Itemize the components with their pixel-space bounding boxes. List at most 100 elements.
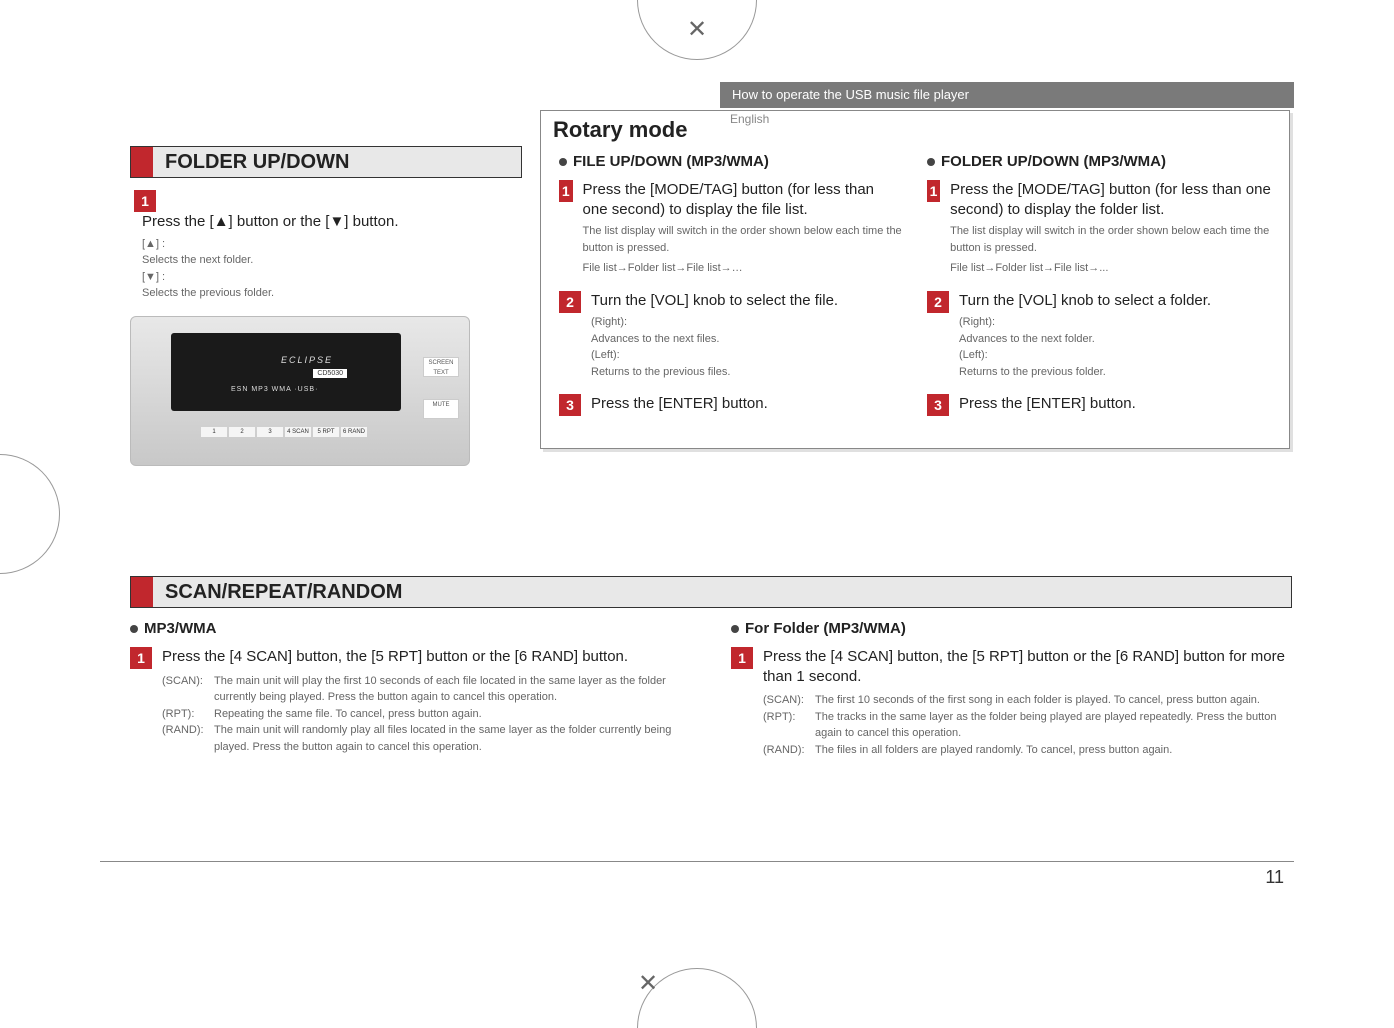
device-button: 3 — [257, 427, 283, 437]
step-detail: File list→Folder list→File list→… — [583, 260, 903, 277]
detail-text: The main unit will randomly play all fil… — [214, 722, 687, 755]
bullet-icon — [731, 625, 739, 633]
detail-line: (Right): — [959, 314, 1211, 331]
section-title-bar: SCAN/REPEAT/RANDOM — [130, 576, 1292, 608]
section-title-bar: FOLDER UP/DOWN — [130, 146, 522, 178]
side-button-screen: SCREEN TEXT — [423, 357, 459, 377]
device-button: 5 RPT — [313, 427, 339, 437]
sub-heading-text: MP3/WMA — [144, 620, 217, 637]
bullet-icon — [130, 625, 138, 633]
red-tab — [131, 577, 153, 607]
device-screen: ECLIPSE CD5030 ESN MP3 WMA ·USB· — [171, 333, 401, 411]
scan-detail-block: (SCAN):The main unit will play the first… — [162, 673, 691, 756]
bullet-icon — [559, 158, 567, 166]
scan-folder-column: For Folder (MP3/WMA) 1 Press the [4 SCAN… — [731, 620, 1292, 772]
rotary-folder-column: FOLDER UP/DOWN (MP3/WMA) 1 Press the [MO… — [927, 153, 1271, 430]
device-button: 4 SCAN — [285, 427, 311, 437]
step-content: Press the [ENTER] button. — [591, 394, 768, 414]
detail-line: Selects the next folder. — [142, 252, 496, 269]
step-content: Press the [MODE/TAG] button (for less th… — [950, 180, 1271, 277]
detail-text: The first 10 seconds of the first song i… — [815, 692, 1288, 709]
detail-text: The tracks in the same layer as the fold… — [815, 709, 1288, 742]
sub-heading: FILE UP/DOWN (MP3/WMA) — [559, 153, 903, 170]
detail-line: [▼] : — [142, 269, 496, 286]
section-title: SCAN/REPEAT/RANDOM — [153, 577, 1291, 607]
detail-label: (RPT): — [763, 709, 815, 726]
detail-line: (Left): — [591, 347, 838, 364]
cross-icon: ✕ — [687, 15, 707, 44]
step-number: 1 — [927, 180, 940, 202]
step-detail: The list display will switch in the orde… — [583, 223, 903, 256]
detail-line: Advances to the next folder. — [959, 331, 1211, 348]
step-detail: (Right): Advances to the next files. (Le… — [591, 314, 838, 380]
footer-divider — [100, 861, 1294, 862]
step-title: Press the [MODE/TAG] button (for less th… — [583, 180, 903, 219]
crop-mark-bottom: ✕ — [637, 968, 757, 1028]
sub-heading-text: FOLDER UP/DOWN (MP3/WMA) — [941, 153, 1166, 170]
bullet-icon — [927, 158, 935, 166]
device-row-text: ESN MP3 WMA ·USB· — [231, 386, 318, 393]
step-number: 3 — [559, 394, 581, 416]
step-title: Press the [ENTER] button. — [959, 394, 1136, 414]
step-title: Press the [▲] button or the [▼] button. — [142, 212, 496, 232]
step-title: Press the [MODE/TAG] button (for less th… — [950, 180, 1271, 219]
device-button: 2 — [229, 427, 255, 437]
step-number: 1 — [559, 180, 573, 202]
sub-heading-text: For Folder (MP3/WMA) — [745, 620, 906, 637]
step-detail: The list display will switch in the orde… — [950, 223, 1271, 256]
detail-label: (RAND): — [162, 722, 214, 739]
detail-label: (SCAN): — [763, 692, 815, 709]
step-number: 2 — [927, 291, 949, 313]
step-content: Press the [4 SCAN] button, the [5 RPT] b… — [763, 647, 1292, 758]
detail-line: Returns to the previous folder. — [959, 364, 1211, 381]
detail-line: Selects the previous folder. — [142, 285, 496, 302]
step-number: 2 — [559, 291, 581, 313]
detail-line: Advances to the next files. — [591, 331, 838, 348]
sub-heading: MP3/WMA — [130, 620, 691, 637]
step-title: Turn the [VOL] knob to select a folder. — [959, 291, 1211, 311]
side-button-mute: MUTE — [423, 399, 459, 419]
step-title: Press the [ENTER] button. — [591, 394, 768, 414]
device-buttons-row: 1 2 3 4 SCAN 5 RPT 6 RAND — [201, 427, 367, 437]
step-detail: File list→Folder list→File list→... — [950, 260, 1271, 277]
step-number: 3 — [927, 394, 949, 416]
rotary-title: Rotary mode — [547, 117, 687, 143]
device-button: 6 RAND — [341, 427, 367, 437]
section-title: FOLDER UP/DOWN — [153, 147, 521, 177]
detail-line: (Right): — [591, 314, 838, 331]
step-content: Turn the [VOL] knob to select the file. … — [591, 291, 838, 381]
sub-heading: FOLDER UP/DOWN (MP3/WMA) — [927, 153, 1271, 170]
scan-mp3-column: MP3/WMA 1 Press the [4 SCAN] button, the… — [130, 620, 691, 772]
detail-line: (Left): — [959, 347, 1211, 364]
step-content: Press the [ENTER] button. — [959, 394, 1136, 414]
scan-repeat-random-section: SCAN/REPEAT/RANDOM MP3/WMA 1 Press the [… — [130, 576, 1292, 772]
step-content: Press the [4 SCAN] button, the [5 RPT] b… — [162, 647, 691, 755]
red-tab — [131, 147, 153, 177]
sub-heading: For Folder (MP3/WMA) — [731, 620, 1292, 637]
detail-text: The main unit will play the first 10 sec… — [214, 673, 687, 706]
detail-label: (SCAN): — [162, 673, 214, 690]
crop-mark-left — [0, 454, 60, 574]
header-breadcrumb: How to operate the USB music file player — [720, 82, 1294, 108]
sub-heading-text: FILE UP/DOWN (MP3/WMA) — [573, 153, 769, 170]
step-title: Press the [4 SCAN] button, the [5 RPT] b… — [763, 647, 1292, 686]
detail-line: Returns to the previous files. — [591, 364, 838, 381]
rotary-mode-section: Rotary mode FILE UP/DOWN (MP3/WMA) 1 Pre… — [540, 146, 1290, 485]
folder-updown-section: FOLDER UP/DOWN 1 Press the [▲] button or… — [130, 146, 522, 466]
rotary-box: Rotary mode FILE UP/DOWN (MP3/WMA) 1 Pre… — [540, 110, 1290, 449]
device-illustration: ECLIPSE CD5030 ESN MP3 WMA ·USB· SCREEN … — [130, 316, 470, 466]
rotary-file-column: FILE UP/DOWN (MP3/WMA) 1 Press the [MODE… — [559, 153, 903, 430]
step-number: 1 — [130, 647, 152, 669]
step-content: Press the [MODE/TAG] button (for less th… — [583, 180, 903, 277]
step-title: Press the [4 SCAN] button, the [5 RPT] b… — [162, 647, 691, 667]
device-button: 1 — [201, 427, 227, 437]
step-content: Press the [▲] button or the [▼] button. … — [142, 212, 496, 302]
scan-detail-block: (SCAN):The first 10 seconds of the first… — [763, 692, 1292, 758]
detail-text: Repeating the same file. To cancel, pres… — [214, 706, 687, 723]
crop-mark-top: ✕ — [637, 0, 757, 60]
step-number: 1 — [731, 647, 753, 669]
detail-text: The files in all folders are played rand… — [815, 742, 1288, 759]
step-content: Turn the [VOL] knob to select a folder. … — [959, 291, 1211, 381]
detail-label: (RPT): — [162, 706, 214, 723]
step-detail: [▲] : Selects the next folder. [▼] : Sel… — [142, 236, 496, 302]
